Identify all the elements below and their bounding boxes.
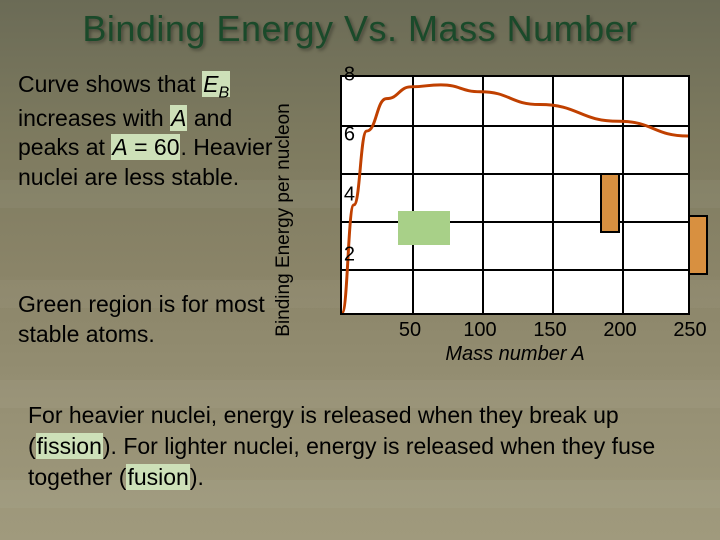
orange-marker xyxy=(600,173,620,233)
plot-area xyxy=(340,75,690,315)
grid-line-h xyxy=(342,125,688,127)
var-E: E xyxy=(203,71,218,97)
x-tick-label: 100 xyxy=(463,319,496,342)
highlight-fission: fission xyxy=(36,433,103,459)
text: ). xyxy=(190,464,204,490)
x-tick-label: 150 xyxy=(533,319,566,342)
x-tick-label: 200 xyxy=(603,319,636,342)
grid-line-v xyxy=(622,77,624,313)
paragraph-2: Green region is for most stable atoms. xyxy=(18,290,278,350)
y-axis-label: Binding Energy per nucleon xyxy=(273,103,295,336)
grid-line-v xyxy=(482,77,484,313)
binding-curve xyxy=(342,77,688,313)
x-axis-label: Mass number A xyxy=(340,343,690,366)
y-tick-label: 2 xyxy=(344,244,355,267)
highlight-fusion: fusion xyxy=(126,464,189,490)
grid-line-h xyxy=(342,221,688,223)
highlight-eb: EB xyxy=(202,71,230,97)
grid-line-v xyxy=(552,77,554,313)
x-tick-label: 250 xyxy=(673,319,706,342)
var-B-sub: B xyxy=(218,84,229,102)
orange-marker xyxy=(688,215,708,275)
var-A: A xyxy=(112,134,127,160)
xlabel-prefix: Mass number xyxy=(445,343,571,365)
paragraph-3: For heavier nuclei, energy is released w… xyxy=(28,400,688,493)
y-tick-label: 8 xyxy=(344,64,355,87)
xlabel-A: A xyxy=(571,343,584,365)
highlight-A60: A = 60 xyxy=(111,134,180,160)
paragraph-1: Curve shows that EB increases with A and… xyxy=(18,70,278,193)
y-tick-label: 6 xyxy=(344,124,355,147)
grid-line-v xyxy=(412,77,414,313)
text: Curve shows that xyxy=(18,71,202,97)
text: increases with xyxy=(18,105,170,131)
eq60: = 60 xyxy=(128,134,180,160)
x-tick-label: 50 xyxy=(399,319,421,342)
grid-line-h xyxy=(342,173,688,175)
chart-container: Binding Energy per nucleon 2468 50100150… xyxy=(290,65,710,375)
y-tick-label: 4 xyxy=(344,184,355,207)
grid-line-h xyxy=(342,269,688,271)
green-stable-region xyxy=(398,211,450,245)
highlight-A: A xyxy=(170,105,187,131)
text: ). For lighter nuclei, energy is release… xyxy=(28,433,655,490)
slide-title: Binding Energy Vs. Mass Number xyxy=(0,8,720,50)
